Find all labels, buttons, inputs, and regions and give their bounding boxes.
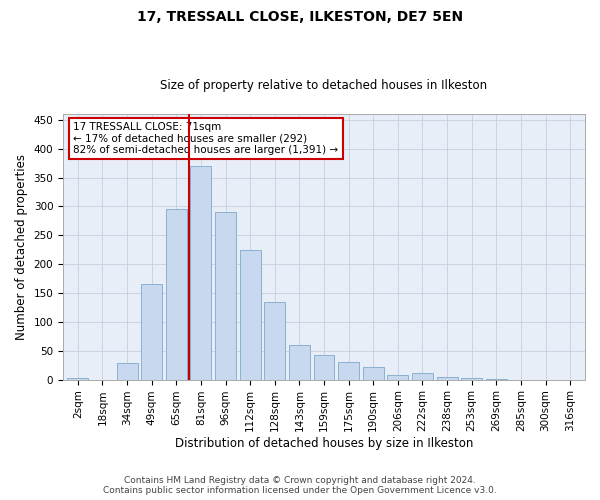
Bar (265, 302, 285, 380)
Y-axis label: Number of detached properties: Number of detached properties (15, 154, 28, 340)
Bar (388, 375, 409, 380)
Bar (363, 367, 384, 380)
Bar (239, 250, 260, 380)
Bar (314, 356, 334, 380)
Text: 17, TRESSALL CLOSE, ILKESTON, DE7 5EN: 17, TRESSALL CLOSE, ILKESTON, DE7 5EN (137, 10, 463, 24)
Bar (141, 284, 162, 380)
Bar (67, 378, 88, 380)
Bar (289, 345, 310, 380)
Bar (190, 166, 211, 380)
Bar (215, 212, 236, 380)
Bar (461, 378, 482, 380)
Bar (116, 364, 137, 380)
Text: 17 TRESSALL CLOSE: 71sqm
← 17% of detached houses are smaller (292)
82% of semi-: 17 TRESSALL CLOSE: 71sqm ← 17% of detach… (73, 122, 338, 155)
Bar (338, 362, 359, 380)
X-axis label: Distribution of detached houses by size in Ilkeston: Distribution of detached houses by size … (175, 437, 473, 450)
Text: Contains HM Land Registry data © Crown copyright and database right 2024.
Contai: Contains HM Land Registry data © Crown c… (103, 476, 497, 495)
Bar (412, 373, 433, 380)
Bar (166, 210, 187, 380)
Bar (486, 379, 507, 380)
Title: Size of property relative to detached houses in Ilkeston: Size of property relative to detached ho… (160, 79, 488, 92)
Bar (437, 376, 458, 380)
